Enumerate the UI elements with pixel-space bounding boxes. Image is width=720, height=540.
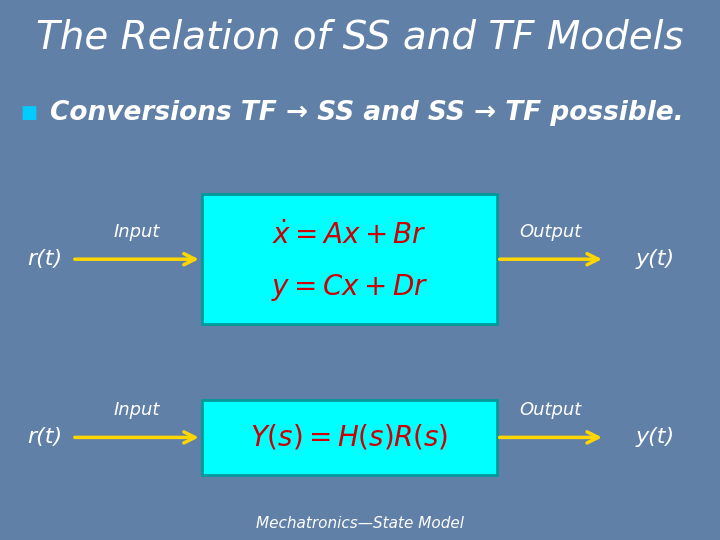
Text: Output: Output xyxy=(520,223,582,241)
Text: r(t): r(t) xyxy=(27,249,62,269)
Text: Output: Output xyxy=(520,401,582,420)
Text: Conversions TF → SS and SS → TF possible.: Conversions TF → SS and SS → TF possible… xyxy=(50,100,684,126)
Text: y(t): y(t) xyxy=(636,249,675,269)
Text: The Relation of SS and TF Models: The Relation of SS and TF Models xyxy=(36,19,684,57)
Text: $Y(s) = H(s)R(s)$: $Y(s) = H(s)R(s)$ xyxy=(250,423,449,452)
FancyBboxPatch shape xyxy=(202,194,497,324)
Text: ■: ■ xyxy=(20,104,37,123)
Text: $\dot{x} = Ax + Br$: $\dot{x} = Ax + Br$ xyxy=(272,221,426,250)
Text: r(t): r(t) xyxy=(27,427,62,448)
Text: Input: Input xyxy=(114,401,160,420)
Text: Mechatronics—State Model: Mechatronics—State Model xyxy=(256,516,464,531)
Text: y(t): y(t) xyxy=(636,427,675,448)
Text: Input: Input xyxy=(114,223,160,241)
FancyBboxPatch shape xyxy=(202,400,497,475)
Text: $y = Cx + Dr$: $y = Cx + Dr$ xyxy=(271,272,428,303)
